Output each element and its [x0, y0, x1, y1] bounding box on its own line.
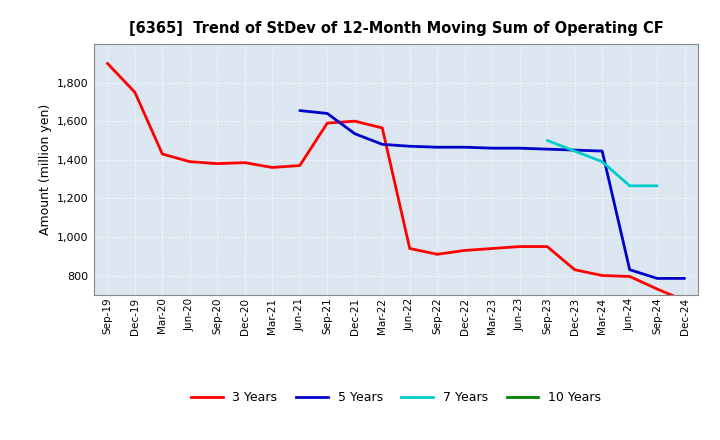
5 Years — [323, 111, 332, 116]
5 Years — [598, 148, 606, 154]
3 Years — [570, 267, 579, 272]
3 Years — [543, 244, 552, 249]
5 Years — [488, 146, 497, 151]
5 Years — [433, 145, 441, 150]
5 Years — [378, 142, 387, 147]
5 Years — [295, 108, 304, 113]
7 Years — [626, 183, 634, 188]
3 Years — [240, 160, 249, 165]
3 Years — [433, 252, 441, 257]
7 Years — [570, 148, 579, 154]
5 Years — [653, 276, 662, 281]
3 Years — [598, 273, 606, 278]
3 Years — [351, 118, 359, 124]
5 Years — [516, 146, 524, 151]
5 Years — [680, 276, 689, 281]
5 Years — [543, 147, 552, 152]
Legend: 3 Years, 5 Years, 7 Years, 10 Years: 3 Years, 5 Years, 7 Years, 10 Years — [186, 386, 606, 409]
5 Years — [626, 267, 634, 272]
5 Years — [405, 143, 414, 149]
3 Years — [516, 244, 524, 249]
3 Years — [653, 286, 662, 292]
3 Years — [323, 121, 332, 126]
5 Years — [460, 145, 469, 150]
Title: [6365]  Trend of StDev of 12-Month Moving Sum of Operating CF: [6365] Trend of StDev of 12-Month Moving… — [129, 21, 663, 36]
3 Years — [158, 151, 166, 157]
3 Years — [130, 90, 139, 95]
Line: 3 Years: 3 Years — [107, 63, 685, 301]
5 Years — [570, 147, 579, 153]
3 Years — [186, 159, 194, 164]
3 Years — [626, 274, 634, 279]
3 Years — [488, 246, 497, 251]
Y-axis label: Amount (million yen): Amount (million yen) — [39, 104, 52, 235]
3 Years — [213, 161, 222, 166]
Line: 7 Years: 7 Years — [547, 140, 657, 186]
3 Years — [460, 248, 469, 253]
7 Years — [598, 159, 606, 164]
3 Years — [103, 61, 112, 66]
Line: 5 Years: 5 Years — [300, 110, 685, 279]
3 Years — [378, 125, 387, 131]
7 Years — [653, 183, 662, 188]
5 Years — [351, 131, 359, 136]
3 Years — [405, 246, 414, 251]
3 Years — [295, 163, 304, 168]
3 Years — [268, 165, 276, 170]
7 Years — [543, 138, 552, 143]
3 Years — [680, 298, 689, 303]
